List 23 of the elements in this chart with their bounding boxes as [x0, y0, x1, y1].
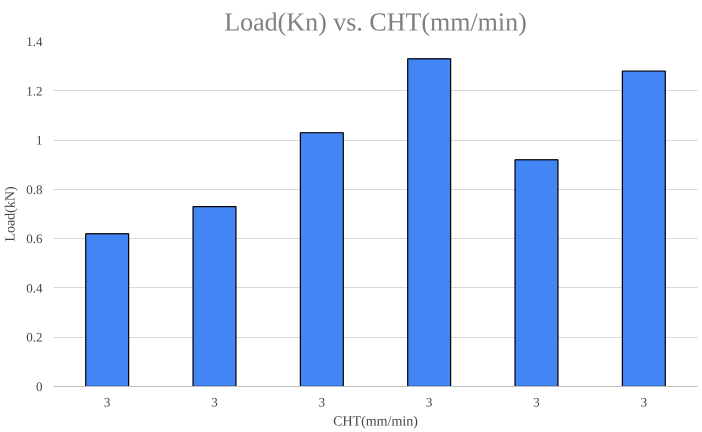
y-tick-label: 0	[36, 379, 42, 394]
x-tick-label: 3	[426, 394, 432, 410]
x-tick-label: 3	[640, 394, 648, 410]
y-tick-label: 0.8	[26, 182, 42, 197]
x-tick-label: 3	[318, 394, 326, 410]
x-axis-title: CHT(mm/min)	[333, 414, 418, 430]
bar	[300, 132, 344, 386]
x-tick-label: 3	[211, 394, 218, 410]
x-tick-label: 3	[104, 394, 110, 410]
y-tick-label: 0.4	[26, 280, 43, 296]
y-tick-label: 0.2	[26, 330, 42, 345]
bar	[622, 70, 666, 386]
y-tick-label: 1.4	[26, 34, 43, 49]
y-tick-label: 1	[36, 132, 42, 148]
bar	[514, 159, 559, 386]
y-axis-title: Load(kN)	[3, 186, 18, 242]
y-tick-label: 0.6	[26, 231, 43, 246]
bar	[407, 58, 452, 386]
chart-title: Load(Kn) vs. CHT(mm/min)	[224, 8, 527, 36]
bar	[85, 233, 130, 386]
y-tick-label: 1.2	[26, 83, 42, 98]
bar	[192, 206, 237, 386]
x-tick-label: 3	[533, 394, 540, 410]
